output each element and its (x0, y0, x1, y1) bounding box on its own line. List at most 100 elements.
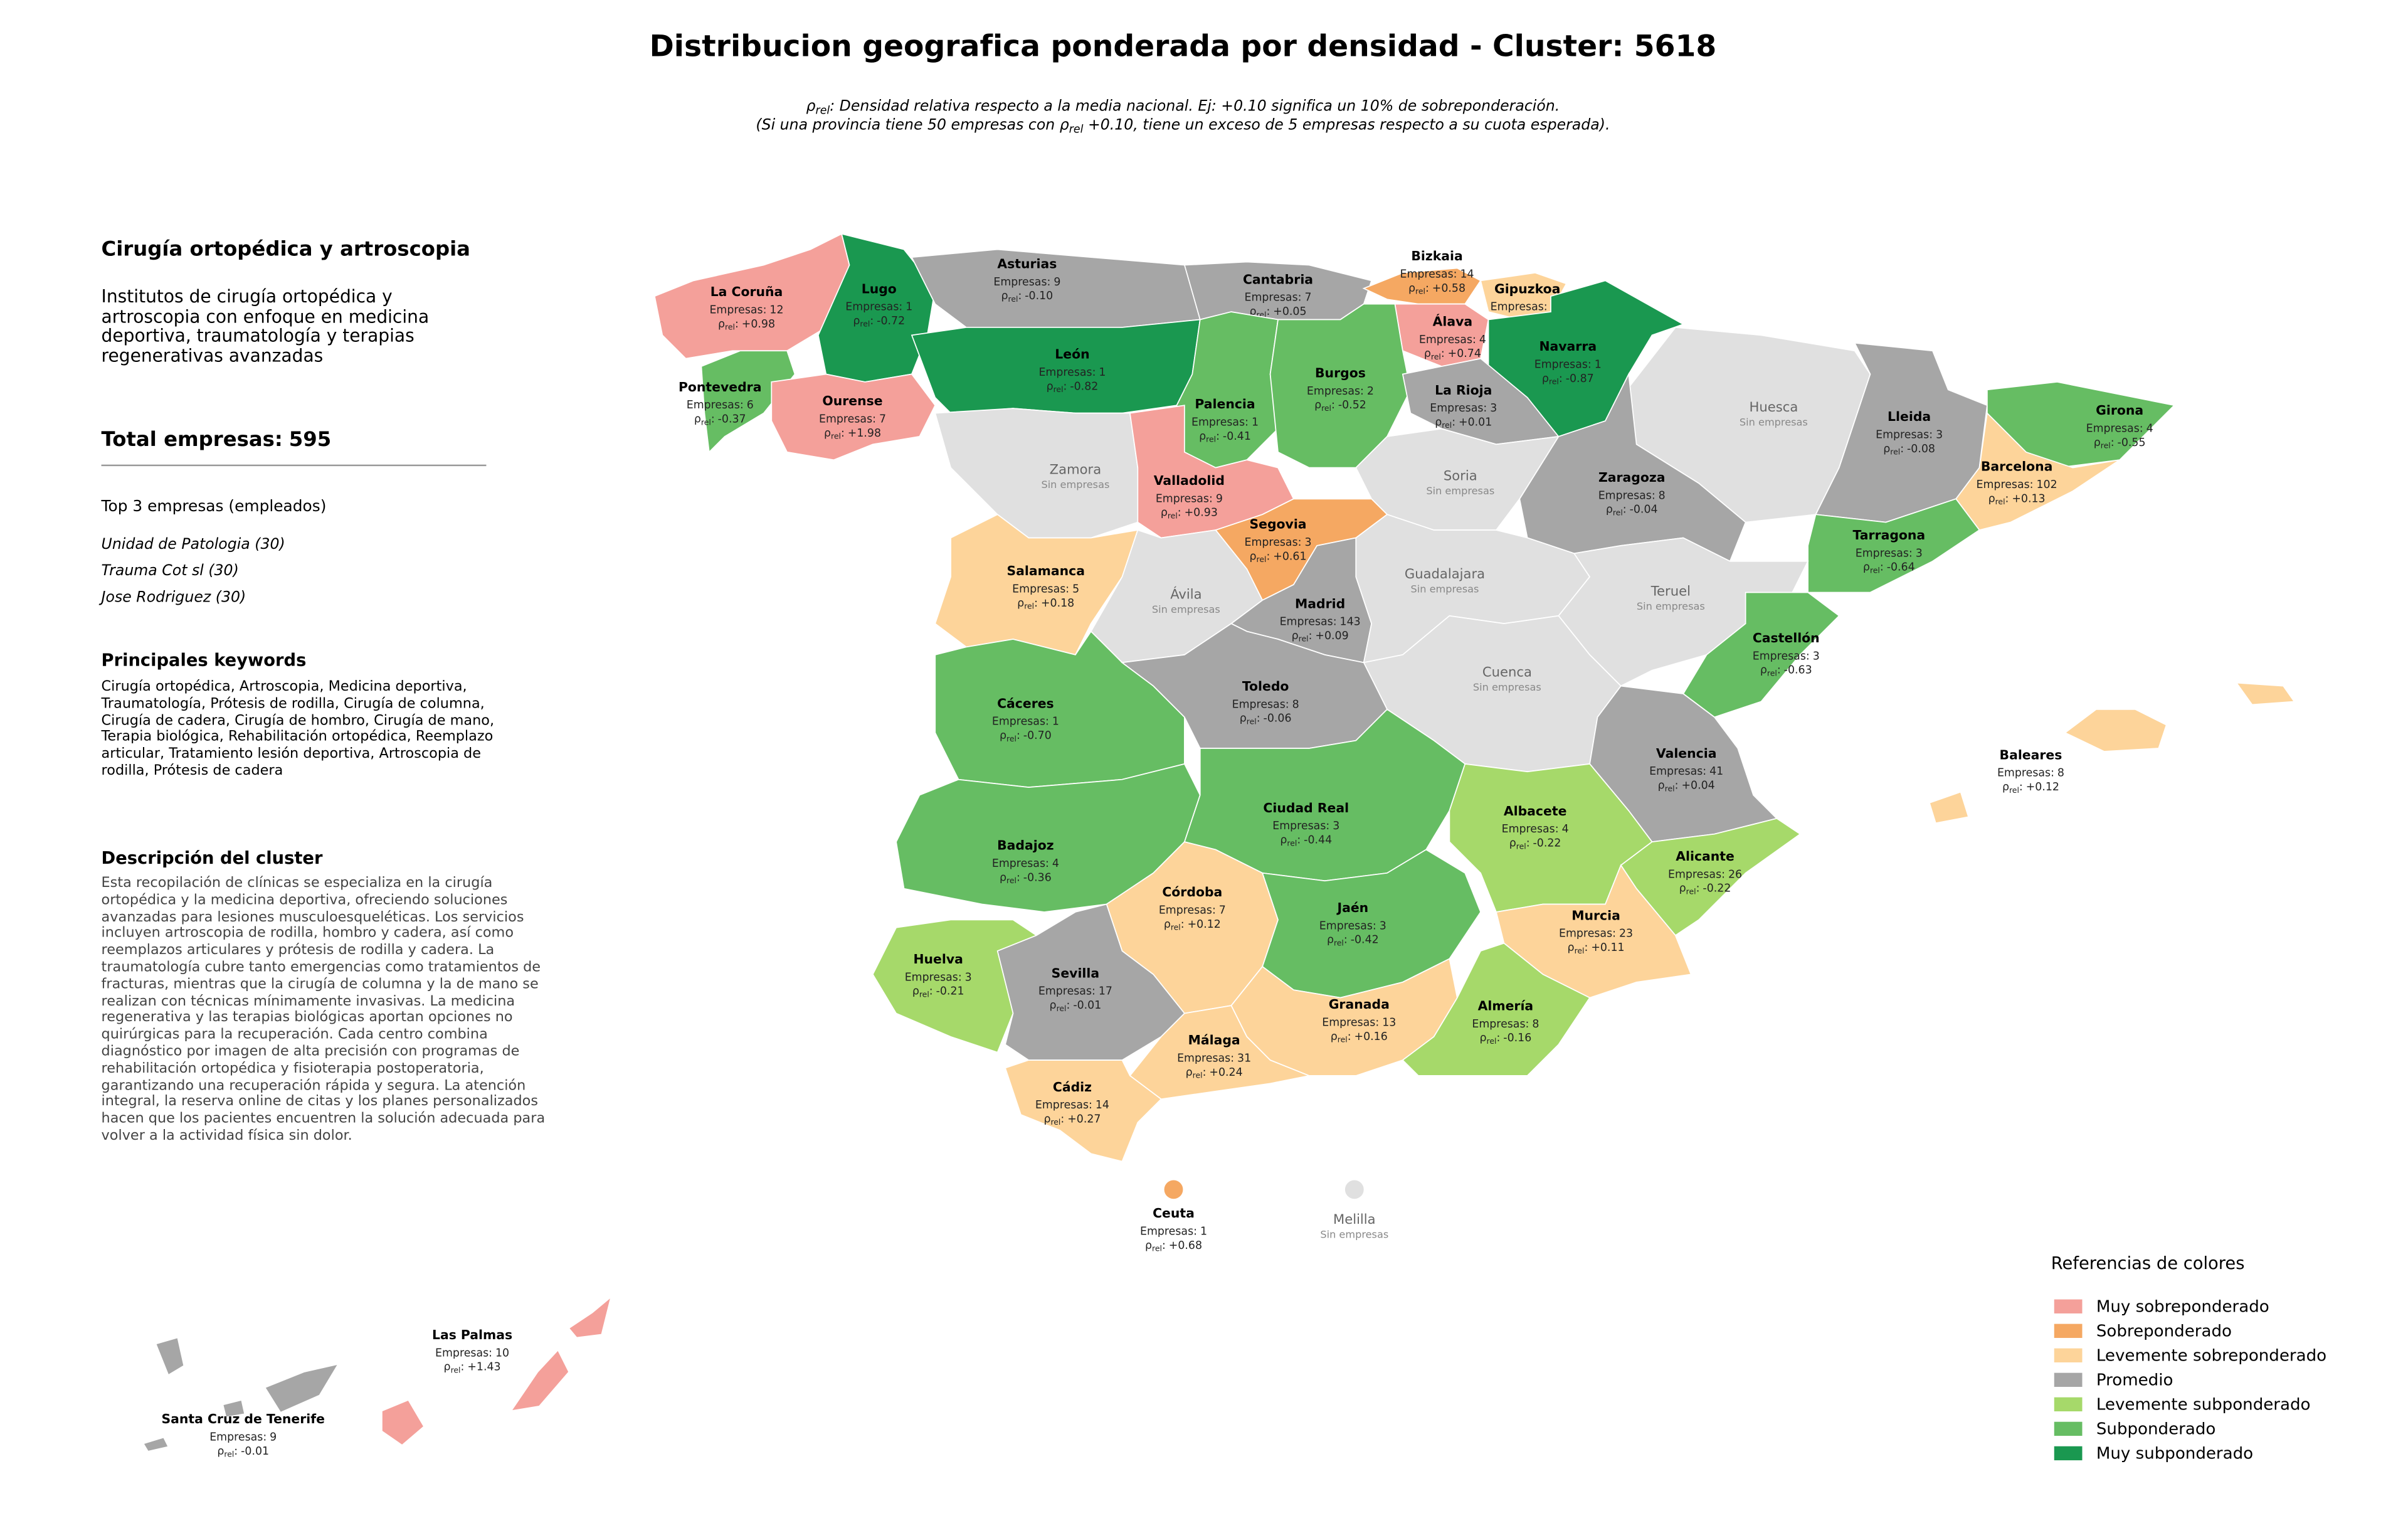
rho-line: ρrel: -0.42 (1327, 934, 1379, 948)
province-name: Huesca (1749, 399, 1798, 415)
empresas-label: Empresas: (1012, 583, 1069, 595)
rho-line: ρrel: -0.44 (1280, 834, 1332, 848)
rho-sub: rel (1995, 497, 2005, 506)
province-shape (934, 514, 1139, 655)
rho-symbol: ρ (694, 413, 701, 426)
rho-sep: : (1452, 416, 1455, 429)
province-name: Ciudad Real (1263, 800, 1349, 815)
rho-value: -0.41 (1223, 430, 1251, 443)
rho-line: ρrel: +0.13 (1988, 492, 2046, 506)
empresas-line: Empresas: 41 (1649, 765, 1723, 778)
rho-line: ρrel: -0.22 (1679, 883, 1731, 896)
no-data-label: Sin empresas (1411, 583, 1479, 595)
rho-sep: : (1257, 713, 1260, 725)
empresas-value: 3 (1813, 650, 1820, 662)
rho-value: -0.42 (1351, 934, 1379, 947)
rho-value: +0.09 (1315, 630, 1348, 642)
rho-sep: : (1900, 443, 1904, 455)
empresas-value: 17 (1099, 985, 1112, 998)
rho-value: +1.98 (848, 427, 881, 440)
rho-sep: : (2019, 781, 2023, 793)
rho-line: ρrel: -0.22 (1509, 837, 1561, 851)
rho-sub: rel (919, 989, 929, 999)
rho-symbol: ρ (912, 985, 919, 998)
rho-sep: : (735, 318, 739, 331)
province-name: Segovia (1249, 517, 1306, 532)
empresas-line: Empresas: 8 (1997, 767, 2064, 780)
rho-value: -0.37 (718, 413, 746, 426)
empresas-line: Empresas: 7 (819, 413, 886, 426)
province-name: Álava (1433, 313, 1473, 329)
empresas-value: 8 (1659, 489, 1666, 502)
empresas-line: Empresas: 3 (1856, 547, 1923, 560)
rho-sub: rel (451, 1365, 461, 1374)
no-data-label: Sin empresas (1041, 479, 1109, 491)
province-shape (142, 1436, 169, 1452)
rho-sub: rel (1870, 565, 1880, 575)
province-name: Barcelona (1981, 459, 2052, 474)
rho-symbol: ρ (1542, 373, 1549, 385)
rho-line: ρrel: +0.04 (1658, 780, 1715, 793)
legend-swatch (2054, 1299, 2083, 1313)
rho-line: ρrel: -0.08 (1883, 443, 1935, 457)
rho-value: -0.22 (1533, 837, 1561, 850)
rho-sep: : (1181, 918, 1185, 931)
empresas-line: Empresas: 1 (1191, 416, 1259, 429)
rho-line: ρrel: +0.18 (1017, 597, 1074, 611)
empresas-line: Empresas: 4 (2086, 422, 2153, 435)
empresas-line: Empresas: 102 (1977, 479, 2057, 491)
rho-sep: : (2111, 437, 2115, 449)
empresas-label: Empresas: (992, 857, 1049, 870)
province-name: Soria (1444, 468, 1477, 484)
province-name: Gipuzkoa (1494, 281, 1560, 296)
rho-symbol: ρ (718, 318, 725, 331)
empresas-line: Empresas: 14 (1400, 268, 1474, 280)
rho-sub: rel (1006, 734, 1017, 743)
rho-sep: : (1526, 837, 1530, 850)
empresas-value: 12 (769, 304, 783, 317)
empresas-line: Empresas: 1 (1140, 1225, 1207, 1238)
province-name: Cantabria (1243, 272, 1313, 287)
province-name: Jaén (1336, 900, 1368, 915)
description: Esta recopilación de clínicas se especia… (101, 876, 546, 1145)
empresas-label: Empresas: (687, 399, 744, 411)
rho-symbol: ρ (1043, 1113, 1050, 1125)
rho-symbol: ρ (1050, 999, 1057, 1012)
rho-symbol: ρ (1000, 871, 1006, 884)
province-shape (264, 1363, 340, 1413)
rho-symbol: ρ (1017, 597, 1024, 610)
rho-line: ρrel: -0.36 (1000, 871, 1052, 885)
rho-line: ρrel: -0.64 (1863, 561, 1915, 575)
province: Las Palmas Empresas: 10 ρrel: +1.43 (381, 1295, 612, 1446)
province-name: Córdoba (1162, 884, 1222, 899)
empresas-value: 7 (879, 413, 886, 426)
province-name: Toledo (1242, 679, 1289, 694)
rho-line: ρrel: -0.01 (217, 1445, 269, 1459)
rho-value: +0.12 (2026, 781, 2059, 793)
rho-symbol: ρ (1250, 550, 1257, 563)
rho-symbol: ρ (1001, 290, 1008, 302)
rho-value: +0.04 (1681, 780, 1714, 792)
rho-sub: rel (1006, 876, 1017, 885)
empresas-line: Empresas: 3 (1430, 402, 1497, 415)
rho-value: +0.11 (1591, 942, 1624, 954)
rho-symbol: ρ (1240, 713, 1247, 725)
rho-value: -0.52 (1338, 399, 1366, 411)
empresas-value: 8 (1532, 1018, 1539, 1031)
empresas-value: 7 (1219, 904, 1226, 916)
rho-symbol: ρ (1280, 834, 1287, 847)
rho-symbol: ρ (853, 315, 860, 327)
legend-swatch (2054, 1397, 2083, 1412)
rho-value: +0.93 (1185, 507, 1218, 519)
empresas-line: Empresas: 1 (992, 716, 1059, 728)
rho-value: +0.05 (1273, 305, 1306, 318)
